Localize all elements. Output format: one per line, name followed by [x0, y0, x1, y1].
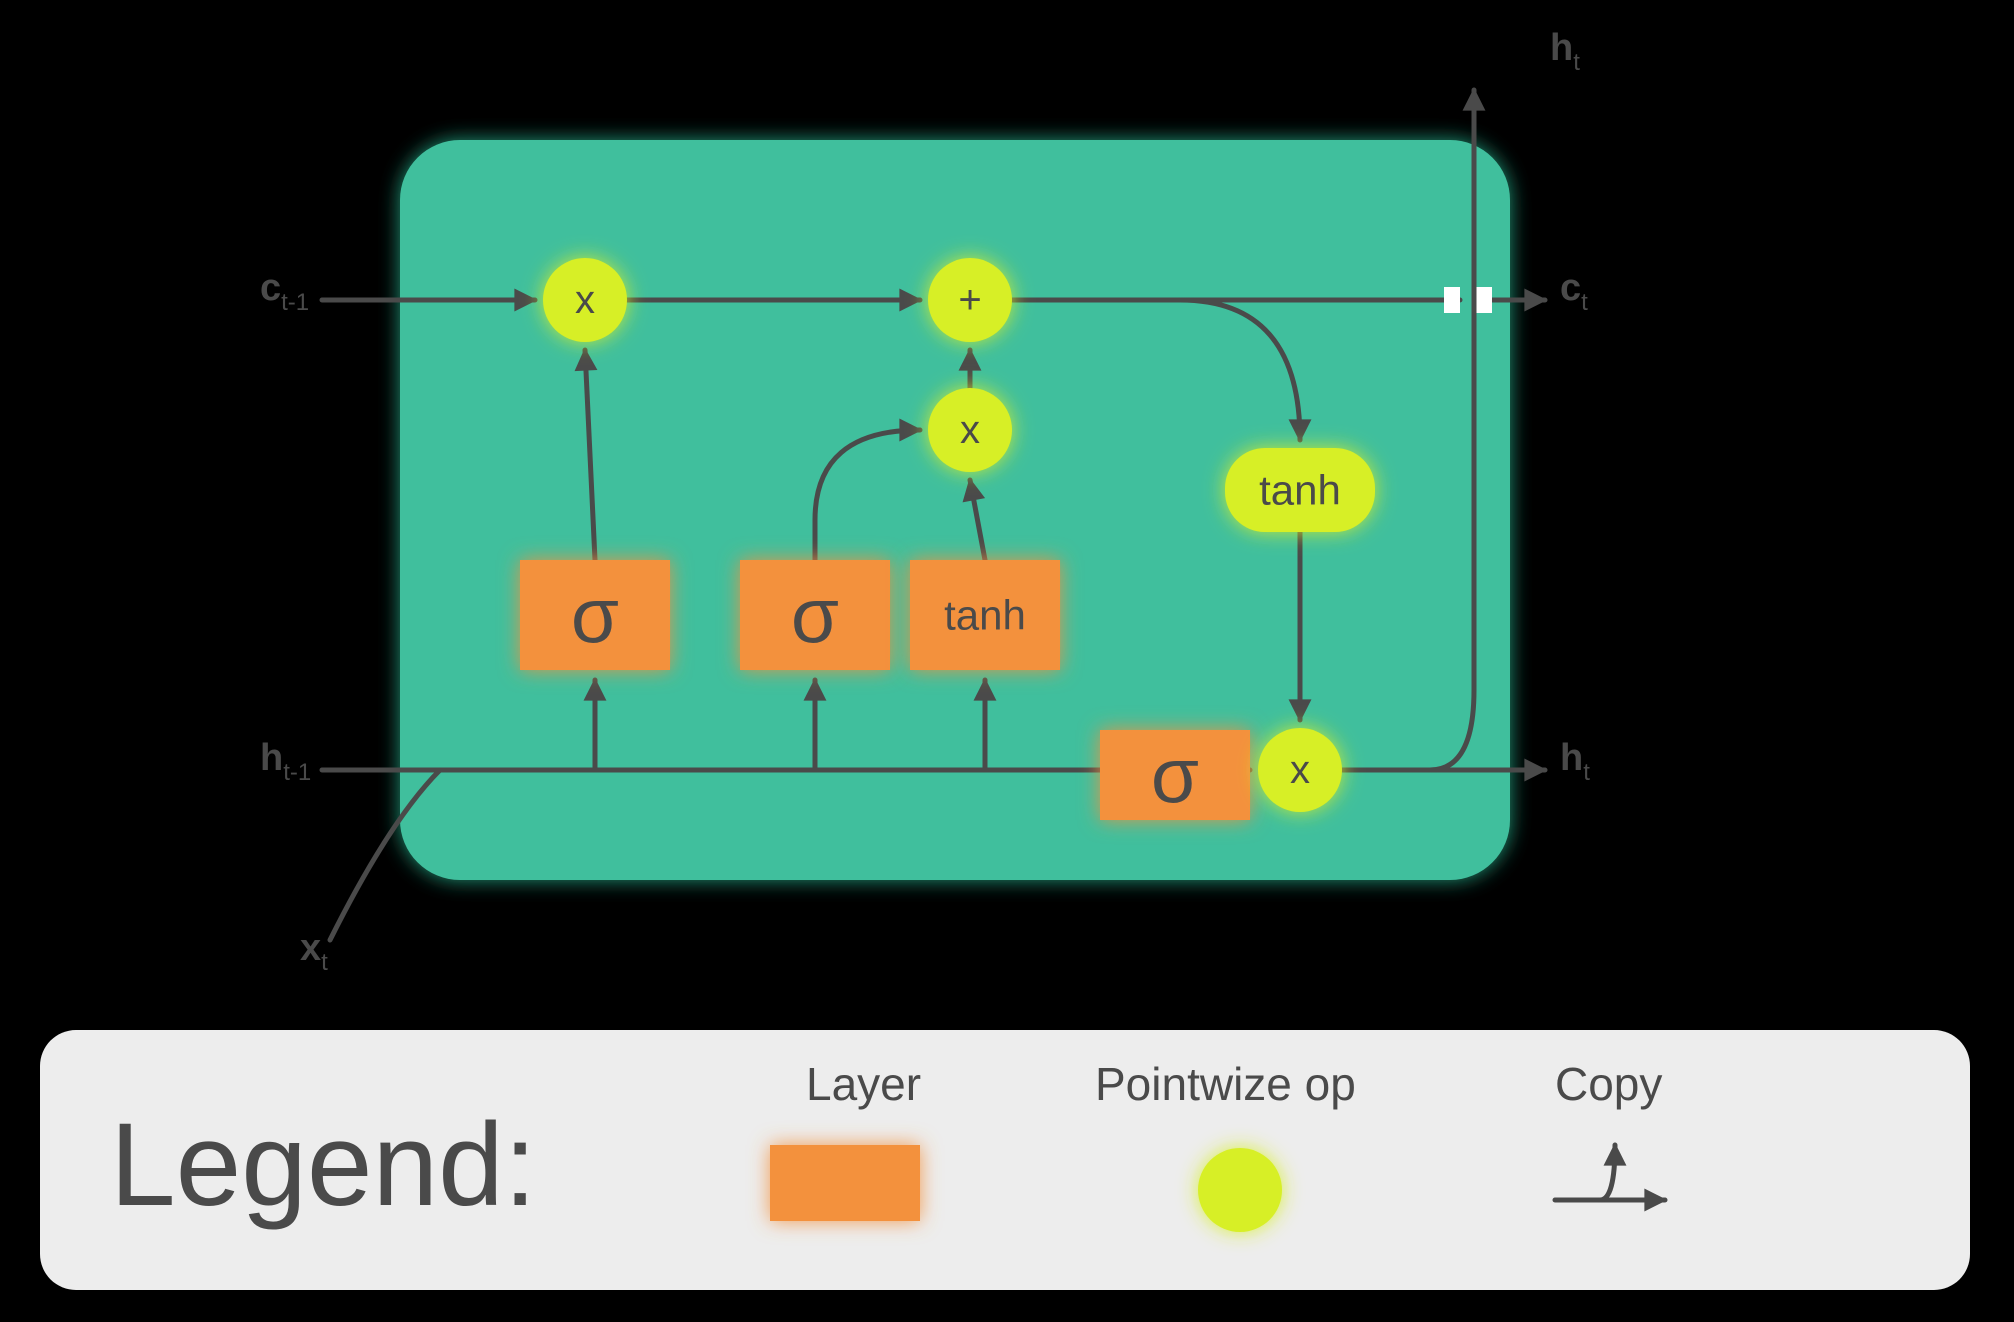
layer-label-sigma_o: σ — [1151, 731, 1199, 819]
legend-label-0: Layer — [806, 1058, 921, 1110]
layer-label-tanh_g: tanh — [944, 592, 1026, 639]
op-tanh-cell-label: tanh — [1259, 467, 1341, 514]
op-label-add_cell: + — [958, 278, 981, 322]
layer-label-sigma_f: σ — [571, 571, 619, 659]
legend-label-1: Pointwize op — [1095, 1058, 1356, 1110]
legend-swatch-op — [1198, 1148, 1282, 1232]
legend-swatch-layer — [770, 1145, 920, 1221]
op-label-mul_input: x — [960, 408, 980, 452]
legend-label-2: Copy — [1555, 1058, 1662, 1110]
layer-label-sigma_i: σ — [791, 571, 839, 659]
copy-gap-right — [1476, 287, 1492, 313]
op-label-mul_output: x — [1290, 748, 1310, 792]
copy-gap-left — [1444, 287, 1460, 313]
op-label-mul_forget: x — [575, 278, 595, 322]
legend-title: Legend: — [110, 1099, 537, 1231]
